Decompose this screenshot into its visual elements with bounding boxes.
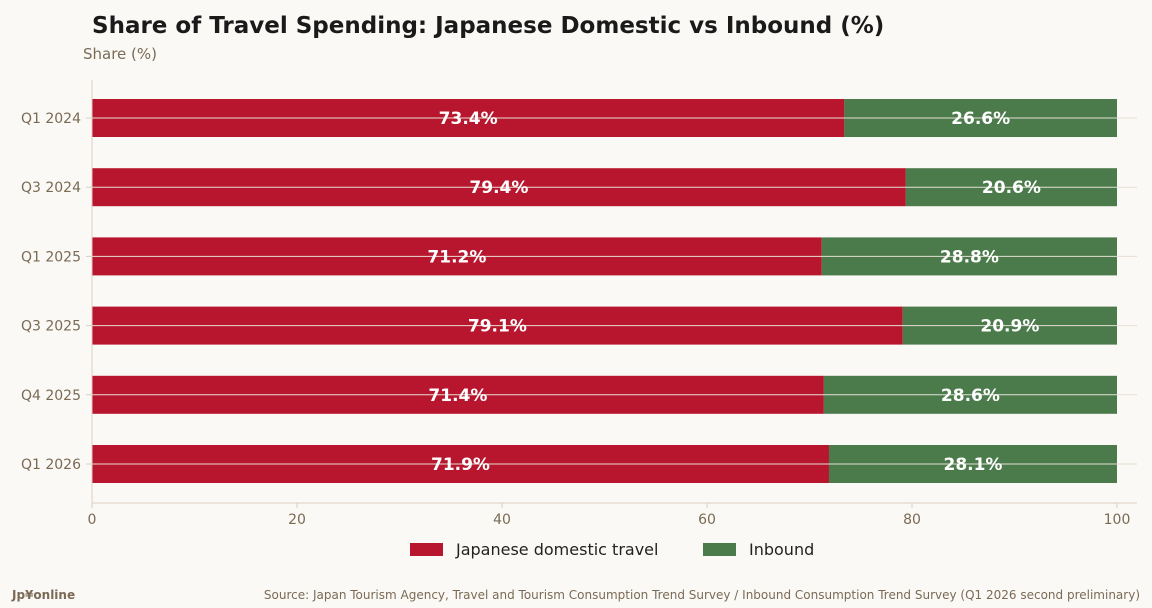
x-tick-label-4: 80 [903, 512, 921, 528]
data-label-inbound-5: 28.1% [943, 455, 1002, 475]
x-tick-label-3: 60 [698, 512, 716, 528]
data-label-inbound-0: 26.6% [951, 109, 1010, 129]
y-tick-label-0: Q1 2024 [21, 111, 81, 127]
y-axis-label: Share (%) [83, 45, 157, 63]
source-note: Source: Japan Tourism Agency, Travel and… [264, 588, 1140, 602]
y-tick-label-5: Q1 2026 [21, 457, 81, 473]
y-tick-label-4: Q4 2025 [21, 388, 81, 404]
legend-label-inbound: Inbound [749, 540, 814, 559]
y-tick-label-3: Q3 2025 [21, 319, 81, 335]
x-tick-label-5: 100 [1104, 512, 1131, 528]
legend-swatch-domestic [410, 543, 443, 556]
grid-layer [92, 117, 1137, 465]
data-label-domestic-5: 71.9% [431, 455, 490, 475]
data-label-domestic-4: 71.4% [428, 386, 487, 406]
y-tick-label-1: Q3 2024 [21, 180, 81, 196]
x-tick-label-2: 40 [493, 512, 511, 528]
chart-title: Share of Travel Spending: Japanese Domes… [92, 13, 884, 39]
bars-layer [92, 99, 1117, 483]
data-label-domestic-3: 79.1% [468, 317, 527, 337]
x-tick-label-1: 20 [288, 512, 306, 528]
data-label-inbound-2: 28.8% [940, 247, 999, 267]
labels-layer: 73.4% 26.6% 79.4% 20.6% 71.2% 28.8% 79.1% 20.9%… [427, 109, 1041, 475]
data-label-domestic-0: 73.4% [439, 109, 498, 129]
axis-layer: Q1 2024 Q3 2024 Q1 2025 Q3 2025 Q4 2025 Q1 20… [21, 80, 1137, 528]
legend-swatch-inbound [703, 543, 736, 556]
data-label-inbound-4: 28.6% [941, 386, 1000, 406]
data-label-domestic-2: 71.2% [427, 247, 486, 267]
x-tick-label-0: 0 [88, 512, 97, 528]
data-label-inbound-1: 20.6% [982, 178, 1041, 198]
brand-logo: Jp¥online [11, 588, 75, 602]
data-label-inbound-3: 20.9% [980, 317, 1039, 337]
data-label-domestic-1: 79.4% [469, 178, 528, 198]
legend: Japanese domestic travel Inbound [410, 540, 814, 559]
y-tick-label-2: Q1 2025 [21, 249, 81, 265]
legend-label-domestic: Japanese domestic travel [455, 540, 658, 559]
